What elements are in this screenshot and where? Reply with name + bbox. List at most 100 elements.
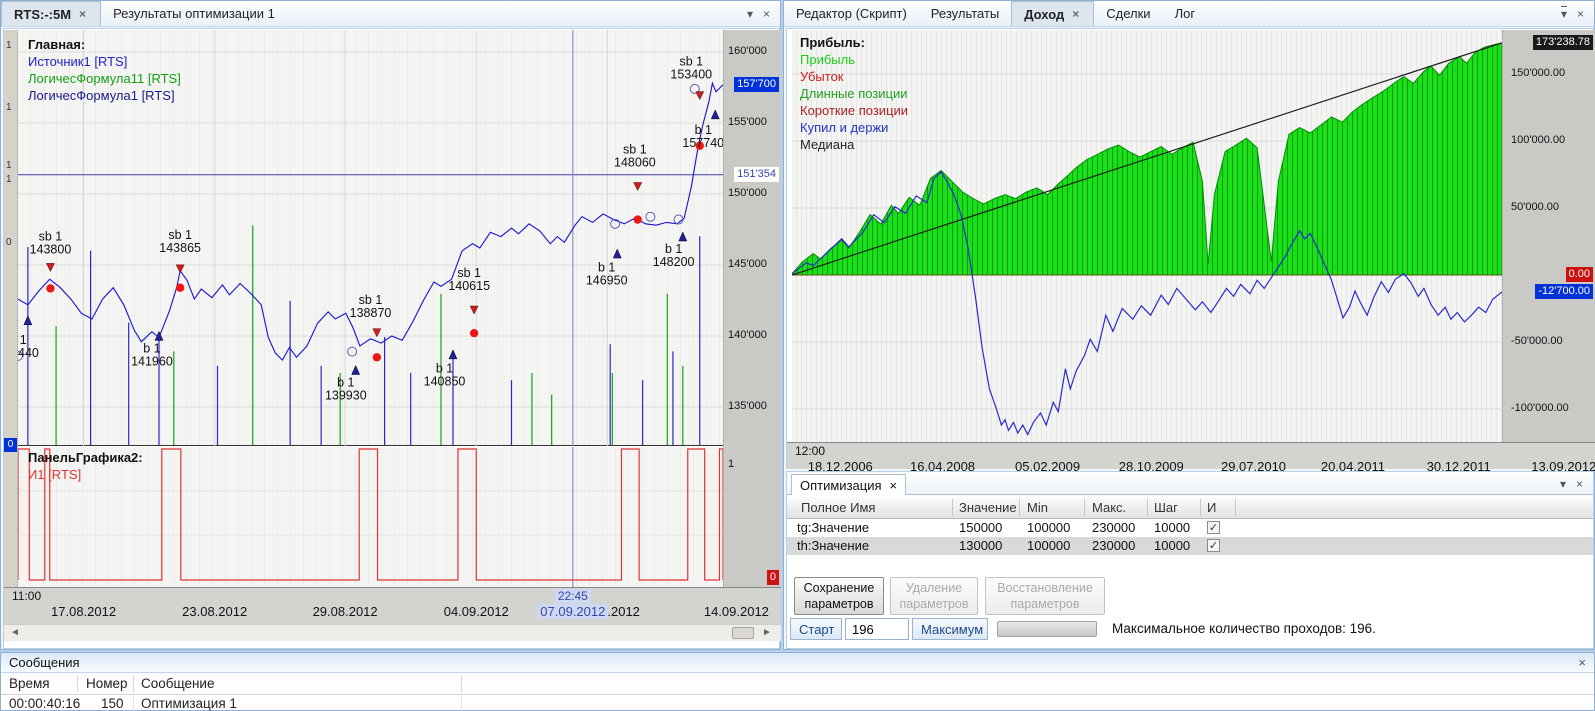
svg-text:143865: 143865 xyxy=(159,241,201,255)
message-row[interactable]: 00:00:40:16 150 Оптимизация 1 xyxy=(1,695,1594,711)
dropdown-icon[interactable]: ▾ xyxy=(746,6,753,21)
column-header[interactable]: Значение xyxy=(959,500,1017,515)
close-icon[interactable]: × xyxy=(889,477,898,493)
svg-text:sb 1: sb 1 xyxy=(623,143,647,157)
svg-text:sb 1: sb 1 xyxy=(457,266,481,280)
column-header[interactable]: Макс. xyxy=(1092,500,1127,515)
right-tabbar: Редактор (Скрипт) Результаты Доход × Сделки Л… xyxy=(784,1,1594,27)
message-text: Оптимизация 1 xyxy=(141,696,237,711)
results-panel: Редактор (Скрипт) Результаты Доход × Сделки Л… xyxy=(783,0,1595,650)
param-name: tg:Значение xyxy=(797,520,870,535)
scroll-right-icon[interactable]: ► xyxy=(762,627,772,638)
y-axis-label: 100'000.00 xyxy=(1511,134,1566,146)
column-header[interactable]: Полное Имя xyxy=(801,500,876,515)
svg-text:148060: 148060 xyxy=(614,156,656,170)
close-icon[interactable]: × xyxy=(1575,476,1583,491)
svg-text:141960: 141960 xyxy=(131,354,173,368)
tab-result-5[interactable]: Лог xyxy=(1163,1,1208,26)
indicator-legend: ПанельГрафика2: И1 [RTS] xyxy=(28,449,143,483)
panel2-title: ПанельГрафика2: xyxy=(28,450,143,465)
close-icon[interactable]: × xyxy=(1578,655,1586,670)
tab-result-3[interactable]: Доход × xyxy=(1011,1,1095,26)
y-axis-label: 160'000 xyxy=(728,45,767,57)
svg-text:b 1: b 1 xyxy=(695,123,712,137)
indicator-zero-box: 0 xyxy=(766,570,779,585)
restore-params-button[interactable]: Восстановление параметров xyxy=(985,577,1105,615)
x-axis-tick: 29.07.2010 xyxy=(1220,459,1287,474)
series-end-value-box: 0.00 xyxy=(1565,267,1593,282)
svg-text:sb 1: sb 1 xyxy=(679,55,703,69)
column-header[interactable]: Min xyxy=(1027,500,1048,515)
tab-optimization[interactable]: Оптимизация × xyxy=(791,474,907,495)
legend-title: Главная: xyxy=(28,37,86,52)
tab-close-icon[interactable]: × xyxy=(79,7,87,21)
close-icon[interactable]: × xyxy=(1576,6,1584,21)
table-row[interactable]: tg:Значение 150000 100000 230000 10000 ✓ xyxy=(787,519,1593,537)
param-max: 230000 xyxy=(1092,520,1136,535)
equity-y-axis: 150'000.00 100'000.00 50'000.00 -50'000.00 -… xyxy=(1502,30,1595,442)
tab-result-4[interactable]: Сделки xyxy=(1094,1,1162,26)
x-axis-tick: 30.12.2011 xyxy=(1426,459,1491,474)
tab-result-2[interactable]: Результаты xyxy=(919,1,1011,26)
table-row[interactable]: th:Значение 130000 100000 230000 10000 ✓ xyxy=(787,537,1593,555)
tab-label: Лог xyxy=(1174,6,1196,21)
horizontal-scrollbar[interactable]: ◄ ► xyxy=(4,624,781,641)
column-header[interactable]: И xyxy=(1207,500,1217,515)
equity-plot[interactable]: Прибыль: Прибыль Убыток Длинные позиции Кор… xyxy=(792,30,1502,442)
equity-chart-area: Прибыль: Прибыль Убыток Длинные позиции Кор… xyxy=(786,28,1595,474)
time-axis-first-label: 11:00 xyxy=(12,589,42,603)
col-number: Номер xyxy=(86,676,128,691)
y-axis-label: -100'000.00 xyxy=(1511,402,1569,414)
dropdown-icon[interactable]: ▾ xyxy=(1559,476,1566,491)
indicator-axis-top: 1 xyxy=(728,458,735,470)
y-axis-label: 145'000 xyxy=(728,258,767,270)
scroll-left-icon[interactable]: ◄ xyxy=(10,627,20,638)
optimization-tabrow: Оптимизация × ▾ × xyxy=(787,472,1593,495)
column-header[interactable]: Шаг xyxy=(1154,500,1178,515)
maximum-button[interactable]: Максимум xyxy=(912,618,988,640)
x-axis-tick: 17.08.2012 xyxy=(51,604,117,619)
svg-text:146950: 146950 xyxy=(586,274,628,288)
svg-text:142440: 142440 xyxy=(18,346,39,360)
param-enabled-checkbox[interactable]: ✓ xyxy=(1207,539,1220,552)
median-line xyxy=(792,42,1502,276)
indicator-plot[interactable]: ПанельГрафика2: И1 [RTS] xyxy=(18,447,723,587)
legend-item: Источник1 [RTS] xyxy=(28,54,128,69)
tab-label: Результаты оптимизации 1 xyxy=(113,6,275,21)
svg-text:b 1: b 1 xyxy=(436,361,453,375)
left-axis-mark: 1 xyxy=(6,160,12,171)
start-button[interactable]: Старт xyxy=(790,618,842,640)
delete-params-button[interactable]: Удаление параметров xyxy=(890,577,978,615)
svg-text:sb 1: sb 1 xyxy=(39,229,63,243)
x-axis-tick: 16.04.2008 xyxy=(909,459,976,474)
save-params-button[interactable]: Сохранение параметров xyxy=(794,577,884,615)
param-enabled-checkbox[interactable]: ✓ xyxy=(1207,521,1220,534)
svg-text:140615: 140615 xyxy=(448,279,490,293)
x-axis-tick: 13.09.2012 xyxy=(1531,459,1595,474)
scrollbar-thumb[interactable] xyxy=(732,627,754,639)
param-min: 100000 xyxy=(1027,520,1071,535)
close-icon[interactable]: × xyxy=(762,6,770,21)
passes-input[interactable] xyxy=(845,618,909,640)
crosshair-date-label: 07.09.2012 xyxy=(537,604,609,619)
y-axis-label: 155'000 xyxy=(728,116,767,128)
tab-close-icon[interactable]: × xyxy=(1072,7,1080,21)
messages-header: Сообщения × xyxy=(1,653,1594,673)
tab-chart-2[interactable]: Результаты оптимизации 1 xyxy=(101,1,287,26)
dropdown-icon[interactable]: ▾ xyxy=(1560,6,1567,21)
tab-chart-1[interactable]: RTS:-:5M × xyxy=(1,1,102,26)
left-axis-mark: 1 xyxy=(6,40,12,51)
tab-result-1[interactable]: Редактор (Скрипт) xyxy=(784,1,919,26)
param-step: 10000 xyxy=(1154,520,1191,535)
legend-item: Убыток xyxy=(800,69,844,84)
col-message: Сообщение xyxy=(141,676,215,691)
x-axis-tick: 14.09.2012 xyxy=(703,604,769,619)
